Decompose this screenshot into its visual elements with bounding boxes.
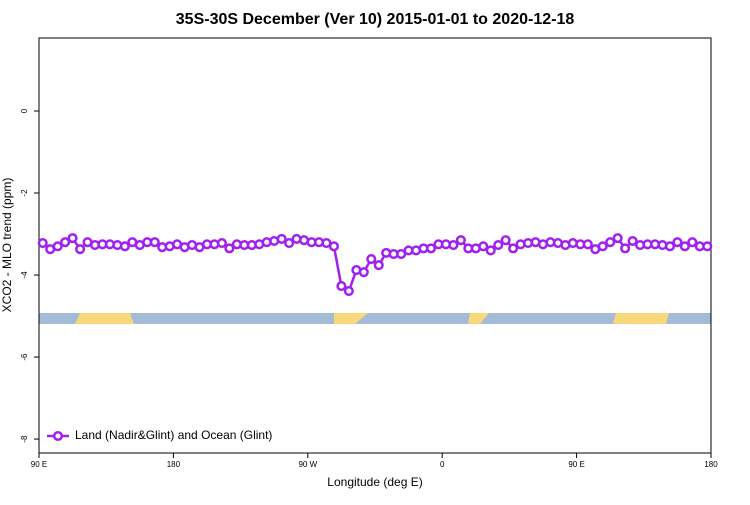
data-point [500,235,511,246]
x-axis-label: Longitude (deg E) [327,475,422,489]
data-point [276,233,287,244]
data-point [425,243,437,254]
x-tick-label: 90 E [568,460,584,469]
data-point [672,237,683,248]
data-point [284,237,295,249]
data-point [605,237,616,248]
data-point [52,241,63,252]
data-point [396,249,407,260]
data-point [493,240,504,251]
data-point [620,243,631,254]
data-point [478,241,489,252]
y-tick-label: 0 [20,108,29,113]
y-tick-label: -6 [20,353,29,361]
data-point [702,241,713,252]
data-point [373,260,384,271]
land-patch [613,313,669,324]
x-tick-label: 180 [704,460,718,469]
data-point [627,235,638,247]
y-tick-label: -4 [20,271,29,279]
data-point [448,240,459,251]
data-point [60,237,71,248]
x-tick-label: 90 W [298,460,317,469]
x-tick-label: 90 E [31,460,47,469]
data-point [328,241,339,252]
data-point [67,233,78,244]
legend-marker [52,430,64,442]
data-point [149,237,160,248]
land-patch [334,313,368,324]
y-axis-label: XCO2 - MLO trend (ppm) [0,178,14,313]
x-tick-label: 180 [167,460,181,469]
data-point [612,233,623,244]
y-tick-label: -2 [20,189,29,197]
data-point [336,281,347,292]
data-point [508,243,519,254]
legend-label: Land (Nadir&Glint) and Ocean (Glint) [75,428,272,442]
data-point [455,235,466,246]
data-point [679,241,690,252]
data-point [366,253,377,265]
data-point [75,244,86,255]
land-patch [468,313,489,324]
data-point [119,241,130,252]
land-patch [75,313,134,324]
data-point [358,267,369,278]
data-point [343,285,354,297]
land-mask [39,313,711,324]
data-point [582,239,593,250]
data-point [664,241,675,252]
data-point [687,237,698,248]
data-point [485,245,496,256]
x-tick-label: 0 [440,460,445,469]
data-point [597,241,608,252]
data-point [216,237,227,249]
ocean-band [39,313,711,324]
data-point [224,243,235,254]
y-tick-label: -8 [20,435,29,443]
chart-title: 35S-30S December (Ver 10) 2015-01-01 to … [176,11,575,28]
data-point [37,237,48,249]
